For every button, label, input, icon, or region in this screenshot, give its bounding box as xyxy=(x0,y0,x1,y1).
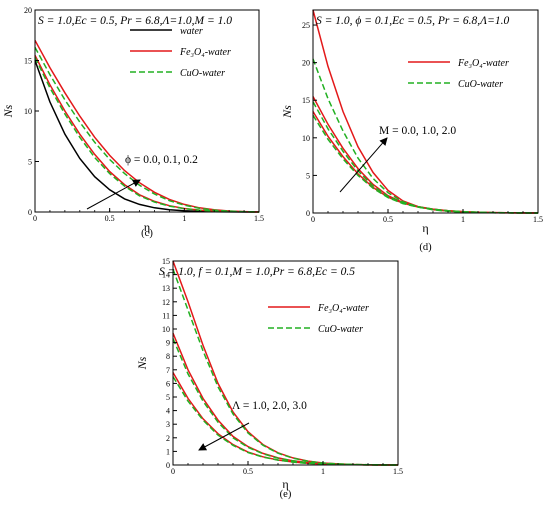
parameter-text: S = 1.0, ϕ = 0.1,Ec = 0.5, Pr = 6.8,Λ=1.… xyxy=(316,15,509,27)
y-tick-label: 15 xyxy=(302,96,310,105)
y-tick-label: 5 xyxy=(28,158,32,167)
series-line-cuowater-1 xyxy=(34,47,260,213)
plot-frame xyxy=(312,9,539,214)
y-tick-label: 10 xyxy=(302,134,310,143)
series-line-feowater-1 xyxy=(34,39,260,213)
x-tick-label: 1.5 xyxy=(254,214,264,223)
chart-panel-1: 0 0.5 1 1.5 0 5 10 15 20 25 η Ns S = 1.0, ϕ = 0.1,Ec… xyxy=(280,9,543,253)
legend-entry: CuO-water xyxy=(180,68,225,79)
y-tick-label: 8 xyxy=(166,352,170,361)
y-tick-label: 11 xyxy=(162,311,170,320)
annotation-text: Λ = 1.0, 2.0, 3.0 xyxy=(232,400,307,412)
y-tick-label: 7 xyxy=(166,366,170,375)
x-tick-label: 0.5 xyxy=(105,214,115,223)
series-line-feowater-2 xyxy=(312,9,538,214)
y-axis-label: Ns xyxy=(1,104,15,118)
y-tick-label: 3 xyxy=(166,420,170,429)
y-tick-label: 2 xyxy=(166,434,170,443)
legend-entry: water xyxy=(180,26,203,37)
parameter-text: S = 1.0,Ec = 0.5, Pr = 6.8,Λ=1.0,M = 1.0 xyxy=(38,15,232,27)
series-line-feowater-0 xyxy=(34,55,260,213)
trend-arrow xyxy=(86,179,141,210)
y-axis-label: Ns xyxy=(280,105,294,119)
x-axis-label: η xyxy=(144,220,150,234)
series-line-feowater-0 xyxy=(172,372,398,466)
series-line-cuowater-2 xyxy=(172,268,399,466)
series-line-feowater-2 xyxy=(172,260,399,466)
annotation-text: M = 0.0, 1.0, 2.0 xyxy=(379,125,456,137)
y-tick-label: 14 xyxy=(162,271,170,280)
y-tick-label: 9 xyxy=(166,339,170,348)
y-tick-label: 13 xyxy=(162,284,170,293)
y-tick-label: 5 xyxy=(306,171,310,180)
trend-arrow xyxy=(198,422,250,451)
y-tick-label: 15 xyxy=(24,57,32,66)
y-tick-label: 10 xyxy=(24,107,32,116)
y-tick-label: 4 xyxy=(166,407,170,416)
y-tick-label: 5 xyxy=(166,393,170,402)
legend-entry: Fe₃O₄-water xyxy=(317,303,369,314)
x-tick-label: 1 xyxy=(182,214,186,223)
series-line-cuowater-1 xyxy=(312,101,539,214)
y-tick-label: 15 xyxy=(162,257,170,266)
y-tick-label: 12 xyxy=(162,298,170,307)
y-axis-label: Ns xyxy=(135,356,149,370)
series-line-cuowater-0 xyxy=(172,376,398,466)
y-tick-label: 20 xyxy=(302,59,310,68)
y-tick-label: 6 xyxy=(166,379,170,388)
x-tick-label: 0 xyxy=(311,215,315,224)
parameter-text: S = 1.0, f = 0.1,M = 1.0,Pr = 6.8,Ec = 0… xyxy=(159,266,355,278)
y-tick-label: 0 xyxy=(166,461,170,470)
plot-frame xyxy=(34,9,260,213)
legend-entry: Fe₃O₄-water xyxy=(457,58,509,69)
y-tick-label: 0 xyxy=(28,208,32,217)
annotation-text: ϕ = 0.0, 0.1, 0.2 xyxy=(125,154,198,166)
series-line-feowater-1 xyxy=(312,96,539,214)
x-tick-label: 1.5 xyxy=(393,467,403,476)
legend-entry: Fe₃O₄-water xyxy=(179,47,231,58)
x-tick-label: 0.5 xyxy=(383,215,393,224)
x-axis-label: η xyxy=(282,477,288,491)
plot-frame xyxy=(172,260,399,466)
x-tick-label: 0 xyxy=(33,214,37,223)
panel-label: (c) xyxy=(141,228,153,239)
legend-entry: CuO-water xyxy=(318,324,363,335)
x-axis-label: η xyxy=(422,221,428,235)
y-tick-label: 10 xyxy=(162,325,170,334)
series-line-cuowater-0 xyxy=(34,57,260,213)
x-tick-label: 1 xyxy=(321,467,325,476)
x-tick-label: 0.5 xyxy=(243,467,253,476)
x-tick-label: 1.5 xyxy=(533,215,543,224)
x-tick-label: 0 xyxy=(171,467,175,476)
y-tick-label: 20 xyxy=(24,6,32,15)
y-tick-label: 1 xyxy=(166,447,170,456)
y-tick-label: 25 xyxy=(302,21,310,30)
y-tick-label: 0 xyxy=(306,209,310,218)
trend-arrow xyxy=(339,137,388,193)
chart-panel-0: 0 0.5 1 1.5 0 5 10 15 20 η Ns S = 1.0,Ec = 0.5, Pr … xyxy=(1,6,264,239)
panel-label: (d) xyxy=(419,242,432,253)
series-line-cuowater-1 xyxy=(172,338,398,466)
legend-entry: CuO-water xyxy=(458,79,503,90)
x-tick-label: 1 xyxy=(461,215,465,224)
panel-label: (e) xyxy=(280,489,292,500)
